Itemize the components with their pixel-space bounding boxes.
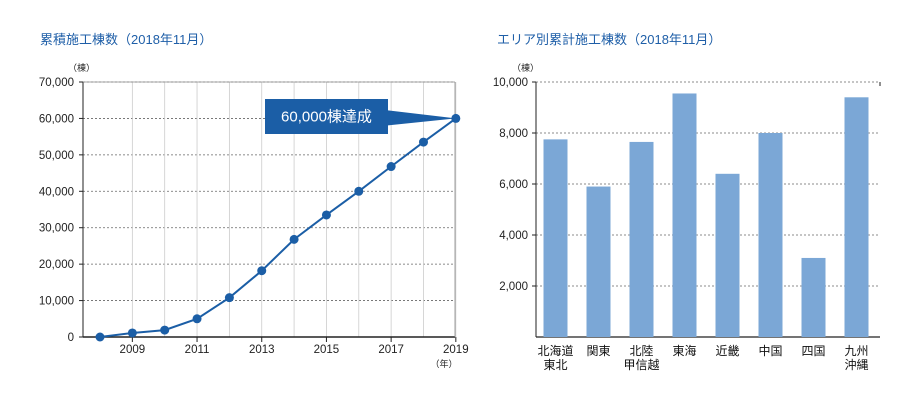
y-tick-label: 0 xyxy=(68,332,74,344)
y-tick-label: 10,000 xyxy=(493,77,528,89)
area-bar xyxy=(586,186,611,337)
data-point xyxy=(386,162,396,172)
y-tick-label: 30,000 xyxy=(39,223,74,235)
data-point xyxy=(321,210,331,220)
callout-text: 60,000棟達成 xyxy=(281,109,372,126)
category-label: 九州沖縄 xyxy=(844,344,868,372)
y-tick-label: 70,000 xyxy=(39,77,74,89)
cumulative-chart: 累積施工棟数（2018年11月） （棟） （年） 0 10,000 20,000 30… xyxy=(39,32,469,369)
cumulative-y-ticks: 0 10,000 20,000 30,000 40,000 50,000 60,000 70,… xyxy=(39,77,83,344)
x-tick-label: 2019 xyxy=(443,344,469,356)
area-y-ticks: 2,000 4,000 6,000 8,000 10,000 xyxy=(493,77,536,293)
cumulative-x-unit: （年） xyxy=(430,358,457,369)
area-y-unit: （棟） xyxy=(512,62,539,73)
cumulative-series xyxy=(95,113,461,342)
category-label: 関東 xyxy=(586,344,610,358)
category-label: 近畿 xyxy=(715,344,739,358)
data-point xyxy=(95,332,105,342)
cumulative-x-ticks: 2009 2011 2013 2015 2017 2019 xyxy=(120,337,469,356)
area-bars xyxy=(543,93,869,337)
category-label: 中国 xyxy=(758,343,782,358)
area-bar xyxy=(543,139,568,337)
data-point xyxy=(224,293,234,303)
cumulative-chart-title: 累積施工棟数（2018年11月） xyxy=(40,32,212,47)
category-label: 北陸甲信越 xyxy=(623,344,659,372)
cumulative-axes xyxy=(82,81,456,338)
area-bar xyxy=(629,141,654,337)
y-tick-label: 2,000 xyxy=(499,281,528,293)
y-tick-label: 40,000 xyxy=(39,186,74,198)
cumulative-line xyxy=(99,117,457,338)
data-point xyxy=(160,325,170,335)
area-chart: エリア別累計施工棟数（2018年11月） （棟） 2,000 4,000 6,000… xyxy=(493,32,881,372)
x-tick-label: 2013 xyxy=(249,344,275,356)
category-label: 四国 xyxy=(801,344,825,358)
x-tick-label: 2017 xyxy=(378,344,404,356)
area-bar xyxy=(672,93,697,337)
y-tick-label: 10,000 xyxy=(39,296,74,308)
callout-box xyxy=(265,99,456,134)
data-point xyxy=(354,186,364,196)
x-tick-label: 2011 xyxy=(185,344,210,356)
y-tick-label: 6,000 xyxy=(499,179,528,191)
area-bar xyxy=(801,257,826,337)
y-tick-label: 60,000 xyxy=(39,113,74,125)
area-bar xyxy=(715,173,740,337)
area-bar xyxy=(758,133,783,337)
data-point xyxy=(418,137,428,147)
y-tick-label: 4,000 xyxy=(499,230,528,242)
y-tick-label: 50,000 xyxy=(39,150,74,162)
area-chart-title: エリア別累計施工棟数（2018年11月） xyxy=(497,32,721,47)
y-tick-label: 20,000 xyxy=(39,259,74,271)
data-point xyxy=(257,266,267,276)
x-tick-label: 2009 xyxy=(120,344,146,356)
y-tick-label: 8,000 xyxy=(499,128,528,140)
data-point xyxy=(127,328,137,338)
category-label: 東海 xyxy=(672,343,696,358)
cumulative-y-unit: （棟） xyxy=(68,62,95,73)
milestone-callout: 60,000棟達成 xyxy=(265,99,456,134)
x-tick-label: 2015 xyxy=(314,344,340,356)
data-point xyxy=(289,234,299,244)
data-point xyxy=(192,314,202,324)
area-bar xyxy=(844,97,869,337)
category-label: 北海道東北 xyxy=(537,343,573,372)
